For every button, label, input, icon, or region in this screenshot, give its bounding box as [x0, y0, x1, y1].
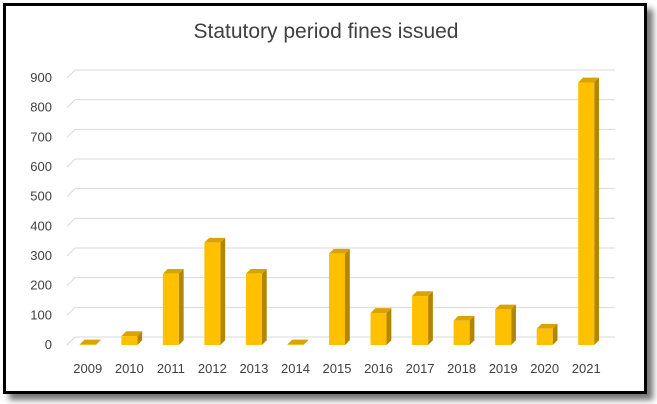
bar-front: [453, 320, 470, 345]
y-tick-label: 700: [30, 129, 52, 144]
bar-2015: [329, 248, 350, 345]
bar-side: [386, 308, 392, 345]
bar-top: [412, 291, 433, 297]
gridlines: [66, 69, 615, 346]
bar-2018: [453, 315, 475, 345]
bar-side: [511, 304, 516, 345]
gridline: [66, 158, 615, 168]
x-tick-label: 2021: [572, 361, 601, 376]
bar-top: [79, 339, 101, 345]
bar-2020: [536, 323, 558, 345]
bar-front: [121, 336, 138, 345]
bar-2016: [370, 308, 392, 345]
bar-front: [162, 273, 179, 345]
bar-side: [178, 269, 184, 345]
bar-side: [469, 315, 475, 345]
bar-2017: [412, 291, 433, 345]
x-tick-label: 2012: [198, 361, 227, 376]
y-tick-label: 0: [45, 337, 52, 352]
bar-2010: [121, 331, 143, 345]
y-tick-label: 300: [30, 248, 52, 263]
bar-front: [245, 273, 262, 345]
bar-side: [552, 323, 558, 345]
bar-2011: [162, 269, 184, 345]
bar-top: [245, 269, 267, 274]
x-tick-label: 2017: [406, 361, 435, 376]
y-tick-label: 400: [30, 218, 52, 233]
bar-side: [261, 269, 267, 345]
bar-2021: [578, 77, 600, 346]
x-tick-label: 2009: [73, 361, 102, 376]
gridline: [66, 69, 615, 79]
bar-side: [428, 291, 433, 345]
bars: [79, 77, 600, 346]
bar-side: [594, 77, 600, 346]
bar-2013: [245, 269, 267, 345]
x-tick-label: 2015: [323, 361, 352, 376]
chart-title: Statutory period fines issued: [194, 20, 459, 43]
floor-line: [66, 336, 615, 346]
bar-side: [303, 339, 309, 345]
x-tick-label: 2010: [115, 361, 144, 376]
x-tick-label: 2011: [157, 361, 185, 376]
x-tick-label: 2018: [447, 361, 476, 376]
gridline: [66, 188, 615, 198]
bar-top: [536, 323, 558, 329]
y-tick-label: 800: [30, 100, 52, 115]
gridline: [66, 306, 615, 316]
bar-top: [162, 269, 184, 274]
gridline: [66, 128, 615, 138]
bar-side: [345, 248, 350, 345]
bar-2009: [79, 339, 101, 345]
x-tick-label: 2020: [530, 361, 559, 376]
x-tick-label: 2016: [364, 361, 393, 376]
bar-side: [220, 237, 226, 345]
bar-top: [578, 77, 600, 83]
bar-2012: [204, 237, 226, 345]
bar-top: [121, 331, 143, 337]
gridline: [66, 277, 615, 287]
bar-top: [329, 248, 350, 254]
bar-2014: [287, 339, 309, 345]
bar-top: [370, 308, 392, 313]
bar-top: [287, 339, 309, 345]
bar-top: [204, 237, 226, 243]
bar-front: [370, 312, 387, 345]
bar-front: [536, 328, 553, 345]
bar-front: [204, 242, 221, 345]
bar-front: [412, 296, 429, 345]
bar-side: [137, 331, 143, 345]
gridline: [66, 247, 615, 257]
bar-front: [287, 344, 304, 345]
y-tick-label: 900: [30, 70, 52, 85]
bar-2019: [495, 304, 516, 345]
bar-front: [495, 309, 512, 345]
y-tick-label: 600: [30, 159, 52, 174]
bar-side: [95, 339, 101, 345]
y-axis-ticks: 0 100 200 300 400 500 600 700 800 900: [30, 70, 52, 352]
bar-front: [329, 253, 345, 345]
gridline: [66, 217, 615, 227]
x-tick-label: 2019: [489, 361, 518, 376]
bar-top: [495, 304, 516, 310]
bar-front: [578, 82, 595, 345]
y-tick-label: 500: [30, 189, 52, 204]
bar-top: [453, 315, 475, 321]
x-axis-ticks: 2009 2010 2011 2012 2013 2014 2015 2016 2017 2018…: [73, 361, 600, 376]
gridline: [66, 99, 615, 109]
x-tick-label: 2014: [281, 361, 310, 376]
x-tick-label: 2013: [239, 361, 268, 376]
y-tick-label: 100: [30, 307, 52, 322]
y-tick-label: 200: [30, 278, 52, 293]
bar-front: [79, 344, 96, 345]
